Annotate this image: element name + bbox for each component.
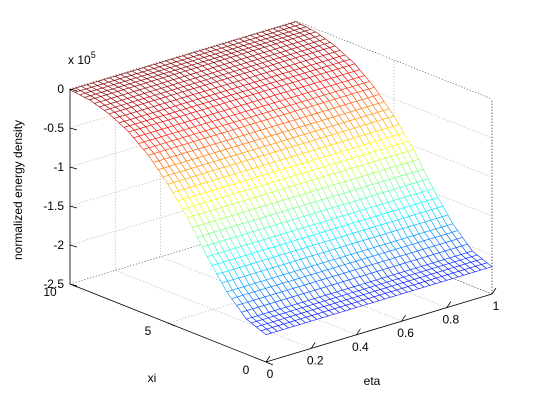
eta-tick-label: 0 (267, 367, 274, 381)
z-tick (69, 127, 78, 131)
z-tick (69, 283, 78, 287)
eta-tick (265, 355, 271, 363)
eta-tick (491, 287, 497, 295)
eta-tick-label: 0.8 (442, 313, 459, 327)
z-tick-label: 0 (57, 82, 64, 96)
z-tick-label: -1 (53, 160, 64, 174)
eta-axis-line (265, 293, 493, 363)
z-tick-label: -1.5 (43, 199, 64, 213)
y-axis-label: xi (148, 371, 157, 385)
z-axis-label: normalized energy density (11, 120, 25, 260)
z-tick-label: -0.5 (43, 121, 64, 135)
eta-tick (356, 328, 361, 336)
eta-tick (446, 301, 452, 308)
eta-tick-label: 1 (493, 299, 500, 313)
xi-tick-label: 10 (43, 285, 57, 299)
eta-tick-label: 0.6 (397, 326, 414, 340)
eta-tick (401, 314, 406, 322)
xi-tick (265, 361, 274, 366)
x-axis-label: eta (364, 374, 381, 388)
eta-tick (310, 342, 316, 349)
z-tick (69, 205, 78, 209)
xi-tick (167, 322, 176, 327)
xi-tick-label: 5 (145, 324, 152, 338)
z-gridline (69, 20, 493, 100)
z-tick-label: -2 (53, 238, 64, 252)
surface-mesh (69, 21, 493, 336)
z-gridline (69, 176, 493, 256)
surface-cell (480, 262, 493, 269)
eta-tick-label: 0.4 (352, 340, 369, 354)
z-tick-label: -2.5 (43, 277, 64, 291)
eta-gridline (160, 61, 357, 336)
z-tick (69, 88, 78, 92)
xi-tick-label: 0 (243, 363, 250, 377)
eta-tick-label: 0.2 (307, 353, 324, 367)
z-tick (69, 244, 78, 248)
eta-gridline (114, 75, 312, 349)
z-gridline (69, 137, 493, 217)
z-exponent-label: x 105 (68, 50, 96, 67)
z-tick (69, 166, 78, 170)
